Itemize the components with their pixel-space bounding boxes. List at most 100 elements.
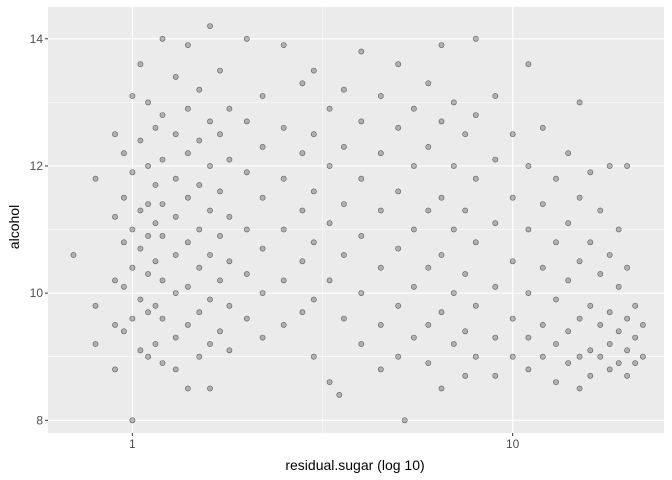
data-point [243,169,250,176]
data-point [159,315,166,322]
data-point [310,296,317,303]
data-point [280,175,287,182]
data-point [624,372,630,379]
data-point [401,417,408,424]
y-axis-title: alcohol [6,205,22,249]
x-axis: 1 10 [129,433,520,451]
data-point [395,188,402,195]
data-point [587,372,594,379]
data-point [606,309,613,316]
data-point [410,283,417,290]
data-point [280,42,287,48]
data-point [565,277,572,284]
data-point [121,283,127,290]
data-point [207,207,213,214]
data-point [159,232,166,239]
data-point [152,258,159,265]
data-point [92,341,99,347]
data-point [152,220,159,227]
data-point [358,48,365,55]
data-point [462,372,469,379]
data-point [92,302,99,309]
y-axis: 8 10 12 14 [30,32,48,427]
data-point [310,353,317,360]
data-point [395,245,402,252]
data-point [565,150,572,157]
data-point [336,391,343,398]
data-point [207,163,213,169]
data-point [597,207,604,214]
data-point [425,264,432,271]
data-point [565,360,572,366]
data-point [172,334,179,341]
data-point [565,220,572,227]
data-point [377,321,384,328]
data-point [159,201,166,207]
data-point [280,226,287,233]
y-tick-label: 14 [30,32,44,46]
data-point [217,67,223,74]
data-point [207,252,213,258]
data-point [576,99,583,106]
data-point [159,277,166,284]
data-point [145,232,151,239]
data-point [137,137,144,144]
data-point [326,163,333,169]
data-point [492,334,499,341]
data-point [553,296,559,303]
data-point [326,277,333,284]
data-point [196,264,203,271]
data-point [310,131,317,138]
data-point [565,328,572,335]
data-point [492,156,499,163]
data-point [259,334,266,341]
data-point [395,302,402,309]
data-point [576,315,583,322]
data-point [606,341,613,347]
data-point [525,290,532,296]
data-point [259,290,266,296]
data-point [553,341,559,347]
data-point [184,321,191,328]
data-point [112,213,118,220]
data-point [632,302,639,309]
data-point [259,93,266,99]
data-point [640,353,646,360]
data-point [172,252,179,258]
data-point [525,366,532,373]
data-point [624,163,630,169]
data-point [358,118,365,125]
data-point [184,150,191,157]
y-tick-label: 12 [30,159,44,173]
data-point [492,372,499,379]
data-point [172,290,179,296]
data-point [112,131,118,138]
data-point [92,175,99,182]
data-point [450,226,457,233]
data-point [152,341,159,347]
data-point [129,93,136,99]
data-point [425,80,432,87]
data-point [326,220,333,227]
data-point [632,334,639,341]
data-point [597,271,604,277]
data-point [326,379,333,385]
data-point [438,194,445,201]
data-point [184,42,191,48]
data-point [243,226,250,233]
data-point [196,137,203,144]
data-point [539,353,546,360]
data-point [597,353,604,360]
data-point [438,252,445,258]
data-point [492,220,499,227]
data-point [184,105,191,112]
data-point [207,341,213,347]
data-point [587,239,594,246]
data-point [121,150,127,157]
data-point [640,321,646,328]
data-point [632,360,639,366]
data-point [207,118,213,125]
data-point [145,163,151,169]
data-point [226,213,233,220]
data-point [539,264,546,271]
